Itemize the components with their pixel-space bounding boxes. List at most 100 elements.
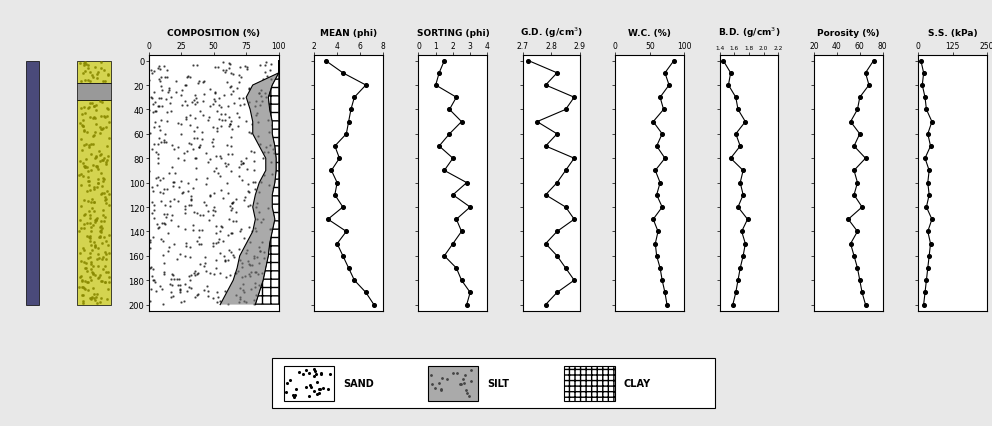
Point xyxy=(213,104,229,111)
Point xyxy=(147,120,163,127)
Point xyxy=(144,71,160,78)
Point xyxy=(256,255,272,262)
Point xyxy=(161,244,177,251)
Point xyxy=(263,77,279,83)
Point xyxy=(75,128,91,135)
Point xyxy=(260,118,276,124)
Point xyxy=(93,170,109,177)
Point xyxy=(434,374,450,381)
Point xyxy=(652,95,668,101)
Point xyxy=(223,126,239,133)
Point xyxy=(98,269,114,276)
Point xyxy=(165,293,181,300)
Point xyxy=(728,131,744,138)
Point xyxy=(157,221,173,227)
Point xyxy=(917,95,932,101)
Point xyxy=(240,181,256,188)
Point xyxy=(220,152,236,158)
Point xyxy=(188,155,204,162)
Point xyxy=(101,250,117,256)
Point xyxy=(253,180,269,187)
Point xyxy=(171,198,186,205)
Point xyxy=(232,74,248,81)
Point xyxy=(79,188,95,195)
Point xyxy=(142,245,158,252)
Point xyxy=(99,157,115,164)
Point xyxy=(85,133,101,140)
Point xyxy=(76,69,92,76)
Point xyxy=(220,190,236,197)
Point xyxy=(529,119,545,126)
Point xyxy=(441,131,457,138)
Point xyxy=(84,247,100,254)
Point xyxy=(267,150,283,157)
Point xyxy=(142,130,158,137)
Point xyxy=(183,122,198,129)
Point xyxy=(920,131,935,138)
Point xyxy=(215,92,231,99)
Point xyxy=(255,155,271,162)
Point xyxy=(201,192,217,199)
Point xyxy=(852,277,868,284)
Point xyxy=(73,105,89,112)
Point xyxy=(73,225,89,232)
Point xyxy=(224,230,240,237)
Point xyxy=(208,230,224,237)
Point xyxy=(162,203,178,210)
Point xyxy=(156,252,172,259)
Point xyxy=(248,98,264,105)
Point xyxy=(86,186,102,193)
Point xyxy=(150,160,166,167)
Point xyxy=(169,276,185,283)
Point xyxy=(215,196,231,202)
Point xyxy=(649,143,665,150)
Point xyxy=(221,123,237,130)
Point xyxy=(147,215,163,222)
Point xyxy=(916,70,931,77)
Point xyxy=(72,274,88,281)
Point xyxy=(100,153,116,160)
Point xyxy=(234,177,250,184)
Point xyxy=(101,232,117,239)
Point xyxy=(301,392,316,399)
Text: SILT: SILT xyxy=(487,378,509,389)
Point xyxy=(196,263,212,270)
Point xyxy=(296,371,311,377)
Point xyxy=(143,298,159,305)
Point xyxy=(87,108,103,115)
Point xyxy=(222,84,238,91)
Point xyxy=(195,212,211,219)
Point xyxy=(216,112,232,118)
Point xyxy=(72,182,88,189)
Point xyxy=(86,114,102,121)
Point xyxy=(96,68,112,75)
Point xyxy=(840,216,856,223)
Point xyxy=(178,115,193,121)
Point xyxy=(740,216,756,223)
Point xyxy=(88,216,104,222)
Point xyxy=(219,232,235,239)
Point xyxy=(186,271,202,277)
Point xyxy=(166,179,182,186)
Point xyxy=(183,202,198,209)
Point xyxy=(550,131,565,138)
Point xyxy=(90,167,106,173)
Point xyxy=(98,251,114,258)
Point xyxy=(657,155,673,162)
Point xyxy=(208,257,224,264)
Point xyxy=(144,146,160,153)
Point xyxy=(173,251,188,258)
Point xyxy=(71,60,87,67)
Point xyxy=(83,228,99,235)
Point xyxy=(147,202,163,209)
Point xyxy=(91,130,107,137)
Point xyxy=(916,302,931,308)
Point xyxy=(150,174,166,181)
Point xyxy=(178,83,193,89)
Point xyxy=(178,226,193,233)
Point xyxy=(148,109,164,115)
Point xyxy=(248,269,264,276)
Point xyxy=(82,199,98,206)
Point xyxy=(86,104,102,110)
Point xyxy=(329,180,345,187)
